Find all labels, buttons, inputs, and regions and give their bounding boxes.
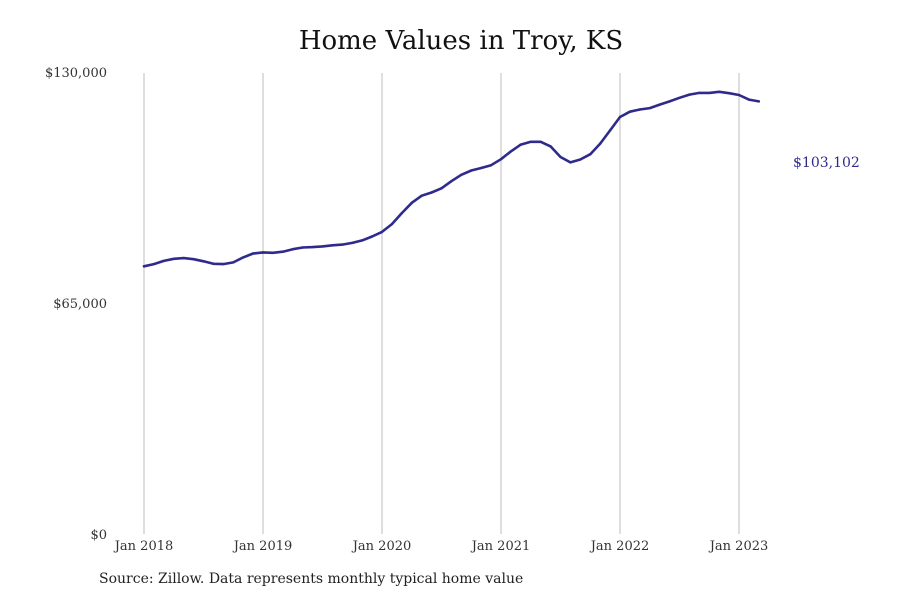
- source-note: Source: Zillow. Data represents monthly …: [99, 571, 524, 587]
- data-point: [549, 145, 552, 148]
- data-point: [271, 251, 275, 254]
- series-points: [142, 90, 760, 268]
- data-point: [618, 115, 622, 119]
- data-point: [232, 261, 235, 264]
- data-point: [450, 180, 453, 183]
- data-point: [162, 259, 165, 263]
- data-point: [361, 239, 364, 242]
- data-point: [390, 222, 394, 226]
- data-point: [251, 252, 255, 255]
- data-point: [579, 158, 582, 161]
- x-tick-label-2018: Jan 2018: [113, 539, 174, 554]
- data-point: [529, 140, 532, 143]
- data-point: [708, 91, 711, 95]
- x-tick-label-2021: Jan 2021: [470, 539, 531, 554]
- data-point: [142, 265, 146, 268]
- data-point: [212, 262, 215, 265]
- data-point: [331, 244, 334, 247]
- data-point: [519, 143, 522, 146]
- data-point: [351, 241, 354, 245]
- data-point: [311, 245, 314, 249]
- data-point: [202, 260, 205, 263]
- series-end-label: $103,102: [793, 155, 860, 171]
- data-point: [489, 164, 493, 167]
- y-tick-label-0: $0: [90, 528, 107, 543]
- data-point: [291, 248, 294, 251]
- data-point: [152, 262, 156, 266]
- data-point: [648, 106, 651, 110]
- data-point: [698, 91, 701, 95]
- data-point: [420, 194, 423, 197]
- data-point: [559, 155, 562, 159]
- data-point: [727, 92, 731, 95]
- data-point: [757, 100, 760, 103]
- data-point: [599, 142, 602, 145]
- data-point: [608, 129, 612, 132]
- data-point: [410, 201, 413, 204]
- data-point: [460, 173, 463, 176]
- data-point: [440, 187, 443, 190]
- data-point: [678, 96, 681, 100]
- x-axis-labels: Jan 2018 Jan 2019 Jan 2020 Jan 2021 Jan …: [113, 539, 769, 554]
- data-point: [737, 93, 741, 97]
- data-point: [470, 169, 473, 172]
- data-point: [658, 103, 661, 106]
- data-point: [341, 243, 344, 246]
- data-point: [509, 150, 513, 153]
- data-point: [638, 108, 641, 111]
- series-line: [142, 90, 761, 268]
- data-point: [242, 256, 245, 259]
- data-point: [172, 257, 175, 260]
- chart-title: Home Values in Troy, KS: [298, 26, 624, 56]
- x-tick-label-2023: Jan 2023: [708, 539, 769, 554]
- data-point: [499, 158, 503, 161]
- y-tick-label-130000: $130,000: [45, 66, 107, 81]
- data-point: [281, 250, 284, 253]
- data-point: [430, 191, 433, 194]
- data-point: [301, 246, 304, 249]
- data-point: [589, 153, 592, 156]
- data-point: [668, 100, 671, 103]
- data-point: [480, 166, 483, 170]
- y-tick-label-65000: $65,000: [53, 297, 107, 312]
- data-point: [261, 251, 265, 254]
- data-point: [222, 262, 225, 266]
- data-point: [400, 211, 403, 215]
- data-point: [192, 258, 195, 261]
- data-point: [628, 110, 632, 113]
- gridlines: [143, 73, 740, 534]
- x-tick-label-2022: Jan 2022: [589, 539, 650, 554]
- data-point: [747, 98, 751, 101]
- x-tick-label-2020: Jan 2020: [351, 539, 412, 554]
- data-point: [380, 230, 384, 234]
- data-point: [718, 90, 721, 94]
- data-point: [688, 93, 691, 96]
- x-tick-label-2019: Jan 2019: [232, 539, 293, 554]
- data-point: [370, 235, 374, 238]
- data-point: [539, 140, 542, 143]
- data-point: [182, 256, 185, 260]
- data-point: [321, 245, 324, 248]
- data-point: [569, 161, 572, 164]
- y-axis-labels: $130,000 $65,000 $0: [45, 66, 107, 543]
